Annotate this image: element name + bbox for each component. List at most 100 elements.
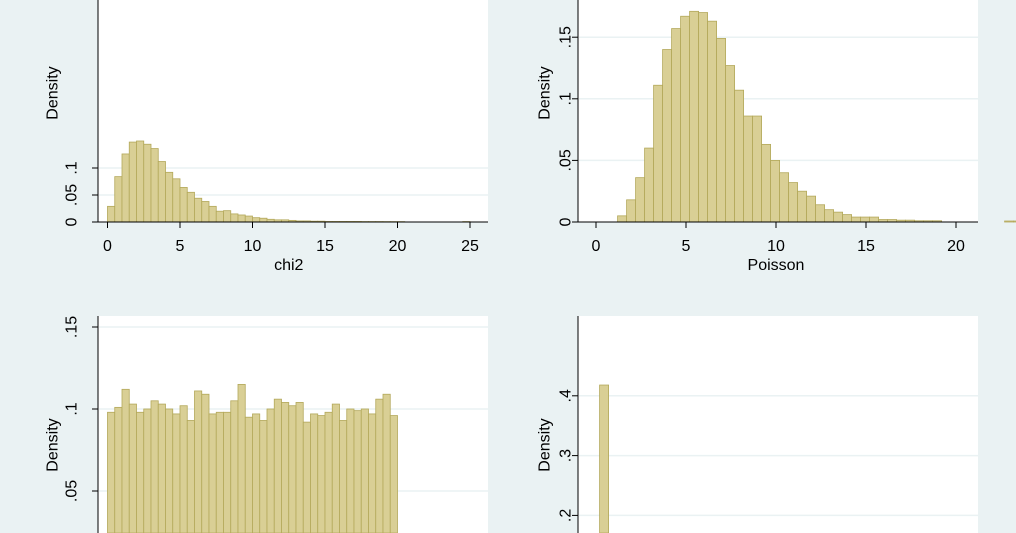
y-tick-label: .15 [558,26,575,48]
histogram-bar [806,195,816,223]
histogram-bar [259,217,268,223]
y-tick-label: .15 [64,316,81,338]
histogram-bar [121,153,130,223]
histogram-bar [860,216,870,223]
histogram-panel-3: .05 .1 .15 Density [45,316,488,533]
histogram-bar [644,147,654,223]
y-axis-label: Density [537,66,554,119]
histogram-bar [273,398,282,533]
histogram-bar [165,408,174,533]
histogram-bar [244,416,253,533]
histogram-bar [851,216,861,223]
y-tick-label: .3 [558,449,575,462]
histogram-bar [201,393,210,533]
histogram-bar [815,204,825,223]
histogram-bar [259,420,268,533]
histogram-bar [671,28,681,223]
histogram-bar [107,205,116,223]
histogram-bar [157,161,166,223]
histogram-bar [339,420,348,533]
histogram-bar [230,213,239,223]
histogram-bar [230,400,239,533]
histogram-bar [266,408,275,533]
histogram-bar [114,406,123,533]
x-tick-label: 15 [857,238,875,255]
histogram-bar [743,115,753,223]
histogram-bar [752,115,762,223]
y-axis-label: Density [45,66,62,119]
histogram-bar [295,402,304,533]
y-tick-label: .1 [558,92,575,105]
x-tick-label: 5 [176,238,185,255]
histogram-bar [626,199,636,223]
x-tick-label: 25 [461,238,479,255]
histogram-bar [223,210,232,223]
histogram-bar [114,176,123,223]
histogram-bar [201,201,210,223]
histogram-bar [331,403,340,533]
histogram-panel-2: 0 .05 .1 .15 Density 0 5 10 15 20 Poisson [537,0,1016,274]
histogram-bar [833,211,843,223]
histogram-bar [617,215,627,223]
histogram-bar [302,421,311,533]
histogram-bar [680,15,690,223]
histogram-bar [375,398,384,533]
histogram-bar [707,20,717,223]
histogram-bar [237,383,246,533]
histogram-bar [698,12,708,223]
histogram-bar [353,410,362,533]
y-axis-label: Density [537,418,554,471]
y-tick-label: .05 [558,149,575,171]
histogram-bar [165,171,174,223]
histogram-bar [770,159,780,223]
histogram-bar [310,413,319,533]
y-tick-label: 0 [64,217,81,226]
y-tick-label: .2 [558,509,575,522]
y-tick-label: 0 [558,217,575,226]
x-tick-label: 10 [767,238,785,255]
x-axis-label: Poisson [748,257,805,274]
histogram-bar [179,405,188,533]
histogram-bar [662,49,672,223]
histogram-bar [223,411,232,533]
histogram-bar [324,411,333,533]
histogram-bar [244,215,253,223]
histogram-bar [143,143,152,223]
histogram-bar [194,390,203,533]
histogram-bar [779,172,789,223]
histogram-bar [382,393,391,533]
histogram-bar [368,413,377,533]
histogram-bar [208,413,217,533]
histogram-bar [215,411,224,533]
y-tick-label: .1 [64,161,81,174]
plot-area [578,316,978,533]
histogram-panel-1: 0 .05 .1 Density 0 5 10 15 20 25 chi2 [45,0,488,274]
histogram-bar [734,89,744,223]
histogram-bar [653,84,663,223]
histogram-bar [136,140,145,223]
histogram-bar [107,411,116,533]
y-axis-label: Density [45,418,62,471]
histogram-bar [186,420,195,533]
histogram-bar [136,411,145,533]
histogram-bar [360,408,369,533]
x-tick-label: 0 [592,238,601,255]
x-tick-label: 0 [103,238,112,255]
histogram-bar [389,415,398,533]
histogram-bar [128,141,137,223]
histogram-bar [288,405,297,533]
histogram-bar [157,403,166,533]
histogram-bar [186,191,195,223]
x-tick-label: 20 [947,238,965,255]
histogram-bar [121,388,130,533]
histogram-bar [824,209,834,223]
histogram-bar [635,177,645,223]
histogram-bar [150,400,159,533]
histogram-bar [346,408,355,533]
x-axis-label: chi2 [274,257,303,274]
y-tick-label: .05 [64,480,81,502]
y-tick-label: .05 [64,184,81,206]
histogram-bar [689,10,699,223]
histogram-bar [237,214,246,223]
